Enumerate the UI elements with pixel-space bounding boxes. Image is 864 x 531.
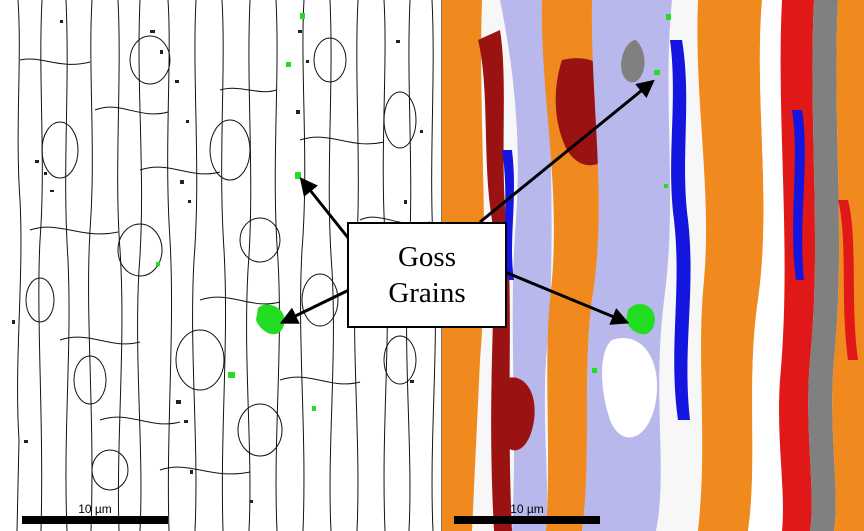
scale-bar-line-left [22,516,168,524]
scale-bar-right: 10 µm [454,503,600,525]
orientation-region [838,200,858,360]
orientation-region [621,40,645,83]
goss-grain [300,13,305,19]
orientation-region [808,0,840,531]
goss-grain [156,262,160,266]
goss-grain [626,304,655,335]
scale-bar-left: 10 µm [22,503,168,525]
goss-grains-right [592,14,671,373]
grain-boundary-svg [12,0,436,531]
scale-bar-line-right [454,516,600,524]
orientation-region [602,338,658,438]
orientation-region [792,110,805,280]
grain-boundaries [16,0,436,531]
callout-line-1: Goss [397,241,456,273]
goss-grains-callout: Goss Grains [347,222,507,328]
callout-line-2: Grains [388,277,466,309]
goss-grain [654,70,660,75]
orientation-region [496,377,535,451]
goss-grain [592,368,597,373]
goss-grains-left [156,13,316,411]
scale-bar-label-left: 10 µm [78,502,112,516]
goss-grain [286,62,291,67]
goss-grain [256,304,285,335]
dense-boundary-clusters [12,20,423,503]
orientation-region [748,0,785,531]
goss-grain [664,184,668,188]
goss-grain [666,14,671,20]
orientation-region [670,40,691,420]
goss-grain [295,172,301,179]
goss-grain [228,372,235,378]
scale-bar-label-right: 10 µm [510,502,544,516]
goss-grain [312,406,316,411]
orientation-region [697,0,764,531]
